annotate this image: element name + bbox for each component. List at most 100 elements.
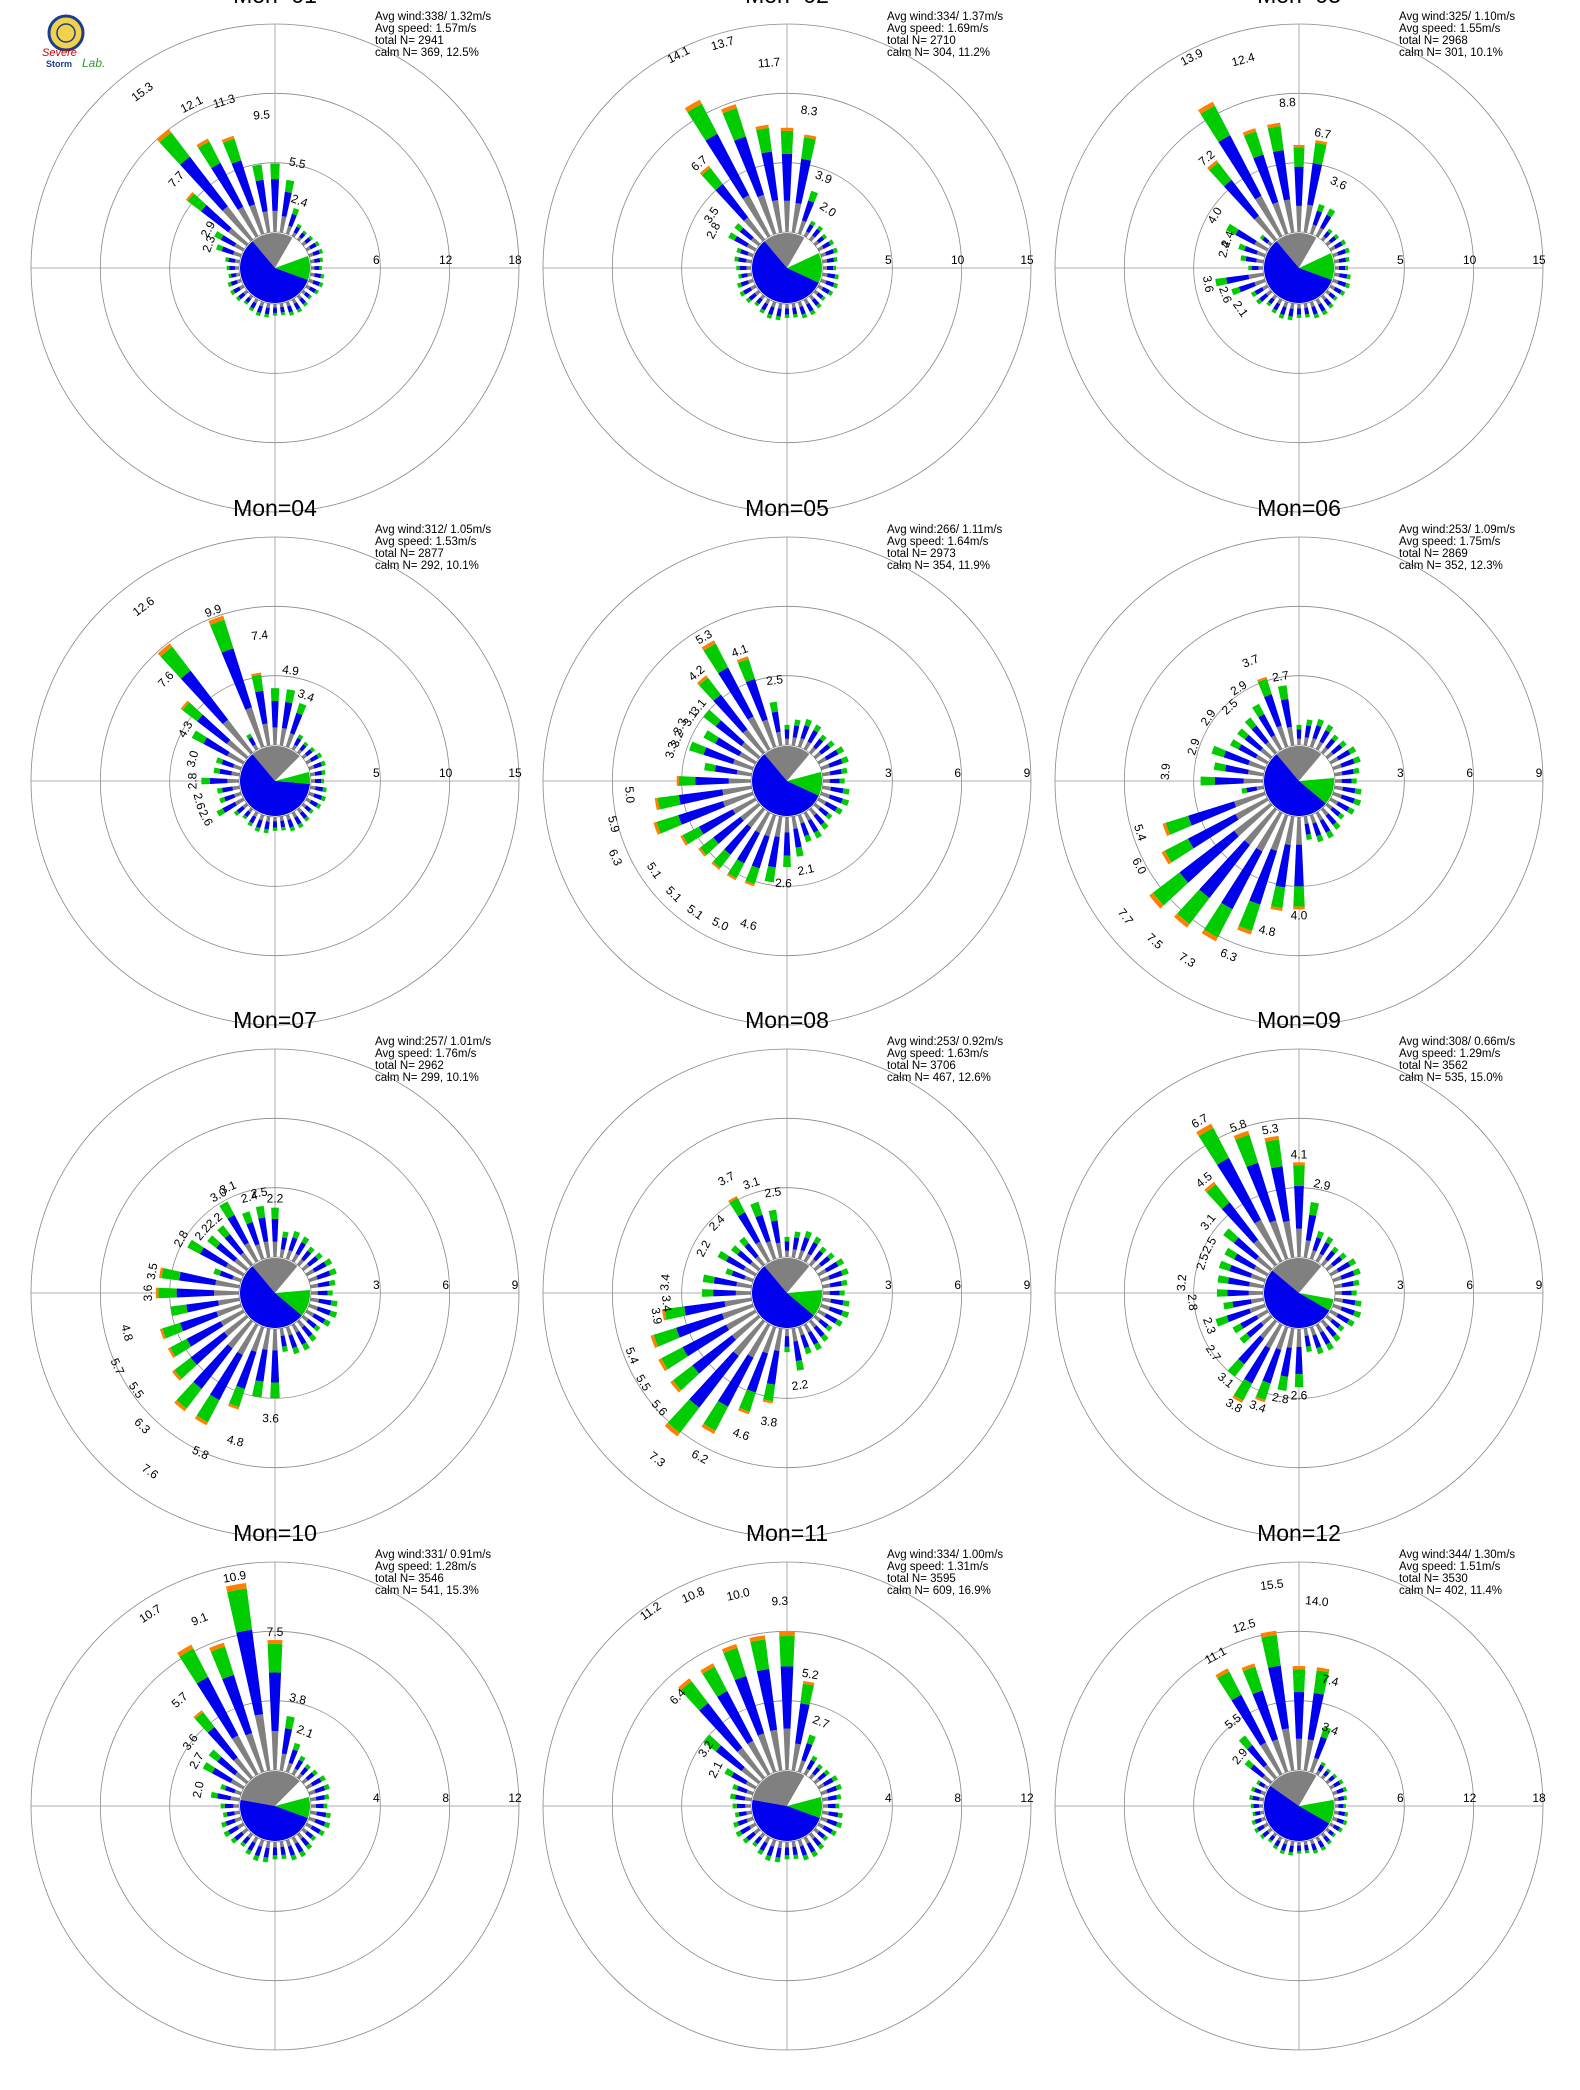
direction-bar-segment-blue [248,737,256,747]
direction-bar-segment-gray [308,1789,316,1796]
calm-pie-slice-white [1299,237,1331,268]
direction-bar-segment-orange [676,775,680,787]
direction-bar-segment-blue [813,738,824,750]
direction-bar-segment-orange [172,1370,182,1381]
direction-bar-segment-gray [1303,1328,1309,1336]
bar-value-label: 7.5 [267,1625,284,1639]
direction-bar-segment-blue [1319,214,1332,230]
direction-bar-segment-green [672,1365,700,1391]
direction-bar-segment-green [1206,1184,1230,1210]
direction-bar-segment-blue [1311,306,1318,315]
direction-bar-segment-blue [1273,302,1281,311]
direction-bar-segment-gray [743,217,766,242]
direction-bar-segment-gray [296,1773,303,1780]
wind-rose-panel: 3.72.72.92.52.92.93.95.46.07.77.57.3 6.34… [1054,495,1544,1026]
calm-pie-slice-blue [1263,1270,1330,1329]
direction-bar-segment-blue [740,280,750,287]
direction-bar-segment-green [794,719,801,727]
direction-bar-segment-gray [791,737,797,746]
calm-pie-slice-blue [752,1799,820,1841]
direction-bar-segment-green [734,223,744,232]
direction-bar-segment-gray [762,1326,777,1354]
bar-value-label: 5.3 [1261,1121,1280,1138]
direction-bar-segment-green [1272,1844,1278,1850]
direction-bar-segment-gray [791,816,798,830]
calm-pie-slice-gray [764,746,810,781]
bar-value-label: 7.7 [166,168,188,190]
direction-bar-segment-gray [227,778,240,784]
direction-bar-segment-blue [233,286,241,294]
direction-bar-segment-blue [826,1818,838,1827]
direction-bar-segment-blue [314,1818,326,1827]
direction-bar-segment-green [841,798,850,807]
direction-bar-segment-orange [1256,676,1267,683]
range-tick-label: 4 [373,1791,380,1805]
direction-bar-segment-blue [746,1831,756,1841]
direction-bar-segment-gray [1263,1764,1278,1780]
direction-bar-segment-green [784,724,790,730]
direction-bar-segment-blue [829,778,840,784]
direction-bar-segment-green [325,1812,331,1819]
range-tick-label: 3 [1397,1278,1404,1292]
direction-bar-segment-green [309,746,316,753]
bar-value-label: 5.1 [644,860,665,882]
bar-value-label: 4.0 [1291,909,1308,923]
direction-bar-segment-green [1331,1832,1336,1838]
direction-bar-segment-orange [267,1640,283,1645]
bar-value-label: 2.4 [706,1212,728,1234]
direction-bar-segment-gray [310,1796,317,1802]
range-tick-label: 10 [439,766,453,780]
direction-bar-segment-blue [309,799,318,808]
calm-pie-slice-white [787,1266,822,1293]
bar-value-label: 2.1 [1230,298,1251,320]
direction-bar-segment-blue [246,1222,260,1246]
direction-bar-segment-green [291,207,300,216]
direction-bar-segment-blue [316,1270,331,1280]
direction-bar-segment-gray [1256,785,1264,791]
direction-bar-segment-orange [744,880,755,887]
direction-bar-segment-blue [825,280,835,288]
direction-bar-segment-green [321,778,325,784]
panel-title: Mon=05 [745,495,829,521]
direction-bar-segment-blue [1319,730,1330,744]
calm-pie-slice-green [1299,1293,1334,1311]
direction-bar-segment-gray [237,1323,259,1356]
direction-bar-segment-blue [771,1220,781,1244]
direction-bar-segment-green [1353,798,1362,807]
direction-bar-segment-orange [1293,1162,1305,1166]
direction-bar-segment-green [255,1205,266,1219]
range-tick-label: 12 [508,1791,522,1805]
bar-value-label: 2.1 [705,1759,725,1781]
direction-bar-segment-green [320,795,327,802]
direction-bar-segment-green [1344,1811,1349,1817]
direction-bar-segment-gray [231,771,240,777]
direction-bar-segment-gray [1329,1822,1335,1828]
direction-bar-segment-gray [291,232,297,238]
direction-bar-segment-gray [1325,751,1334,760]
direction-bar-segment-blue [242,1836,251,1845]
direction-bar-segment-blue [1274,1839,1281,1847]
bar-value-label: 4.8 [118,1323,136,1343]
direction-bar-segment-green [794,1231,801,1239]
direction-bar-segment-blue [781,153,793,201]
range-tick-label: 15 [508,766,522,780]
bar-value-label: 12.1 [178,93,205,116]
bar-value-label: 13.7 [709,33,736,53]
direction-bar-segment-blue [1294,1185,1304,1229]
direction-bar-segment-blue [1226,1308,1252,1323]
direction-bar-segment-blue [312,280,321,287]
direction-bar-segment-green [1250,291,1257,298]
direction-bar-segment-blue [818,1318,829,1329]
direction-bar-segment-blue [1338,257,1347,263]
direction-bar-segment-gray [310,1810,317,1816]
direction-bar-segment-gray [1309,814,1317,824]
direction-bar-segment-green [1342,1786,1348,1792]
direction-bar-segment-green [158,1287,177,1299]
direction-bar-segment-orange [1207,160,1219,171]
direction-bar-segment-gray [301,1827,308,1834]
direction-bar-segment-blue [813,813,825,826]
panel-info-line: Avg wind:253/ 1.09m/s [1399,524,1515,536]
direction-bar-segment-blue [766,1350,780,1385]
direction-bar-segment-green [196,1394,220,1423]
